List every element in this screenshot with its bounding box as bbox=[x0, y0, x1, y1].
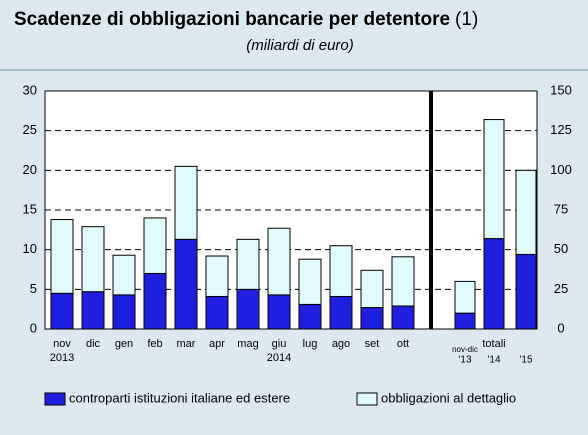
legend-swatch bbox=[44, 392, 66, 406]
title-text: Scadenze di obbligazioni bancarie per de… bbox=[14, 9, 450, 30]
bar bbox=[236, 238, 260, 290]
y-tick-label: 25 bbox=[23, 122, 37, 137]
x-tick-label: ott bbox=[397, 338, 409, 350]
x-tick-label: mag bbox=[237, 338, 258, 350]
bar bbox=[298, 258, 322, 305]
legend-swatch bbox=[356, 392, 378, 406]
x-tick-label: dic bbox=[86, 338, 101, 350]
y2-tick-label: 125 bbox=[550, 122, 572, 137]
x-tick-label: feb bbox=[147, 338, 162, 350]
x-tick-label: apr bbox=[209, 338, 225, 350]
chart-title: Scadenze di obbligazioni bancarie per de… bbox=[14, 9, 478, 30]
bar bbox=[329, 245, 353, 297]
bar bbox=[50, 219, 74, 294]
bar bbox=[360, 269, 384, 309]
first-total-label: nov-dic bbox=[452, 345, 478, 354]
bar bbox=[267, 294, 291, 330]
bar bbox=[174, 165, 198, 240]
bar bbox=[391, 305, 415, 330]
bar bbox=[143, 272, 167, 330]
y-tick-label: 30 bbox=[23, 82, 37, 97]
subtitle: (miliardi di euro) bbox=[246, 37, 354, 54]
x-tick-label: giu bbox=[272, 338, 287, 350]
year-label: 2014 bbox=[267, 352, 291, 364]
legend-label: controparti istituzioni italiane ed este… bbox=[69, 390, 290, 405]
x-tick-label: '14 bbox=[487, 355, 500, 366]
bar bbox=[329, 295, 353, 330]
y2-tick-label: 100 bbox=[550, 162, 572, 177]
bar bbox=[174, 238, 198, 330]
bar bbox=[298, 303, 322, 330]
legend-label: obbligazioni al dettaglio bbox=[381, 390, 516, 405]
y2-tick-label: 0 bbox=[557, 320, 564, 335]
bar bbox=[143, 217, 167, 274]
bar bbox=[360, 307, 384, 330]
bar bbox=[236, 288, 260, 330]
title-note: (1) bbox=[455, 9, 478, 30]
x-tick-label: '15 bbox=[519, 355, 532, 366]
year-label: 2013 bbox=[50, 352, 74, 364]
x-tick-label: gen bbox=[115, 338, 133, 350]
bar bbox=[515, 253, 537, 330]
bar bbox=[515, 169, 537, 255]
bar bbox=[112, 254, 136, 296]
bar bbox=[205, 255, 229, 297]
bar bbox=[81, 291, 105, 330]
y-tick-label: 10 bbox=[23, 241, 37, 256]
x-tick-label: mar bbox=[177, 338, 196, 350]
y-tick-label: 5 bbox=[30, 281, 37, 296]
bar bbox=[483, 238, 505, 330]
bar bbox=[454, 280, 476, 314]
bar bbox=[483, 119, 505, 240]
bar bbox=[454, 312, 476, 330]
totals-label: totali bbox=[482, 338, 505, 350]
y2-tick-label: 75 bbox=[554, 201, 568, 216]
y-tick-label: 15 bbox=[23, 201, 37, 216]
bar bbox=[50, 292, 74, 330]
bar bbox=[391, 256, 415, 307]
y2-tick-label: 50 bbox=[554, 241, 568, 256]
bar bbox=[205, 295, 229, 330]
x-tick-label: lug bbox=[303, 338, 318, 350]
y-tick-label: 0 bbox=[30, 320, 37, 335]
x-tick-label: set bbox=[365, 338, 380, 350]
y2-tick-label: 150 bbox=[550, 82, 572, 97]
bar bbox=[81, 226, 105, 293]
bar bbox=[267, 227, 291, 296]
y2-tick-label: 25 bbox=[554, 281, 568, 296]
y-tick-label: 20 bbox=[23, 162, 37, 177]
x-tick-label: ago bbox=[332, 338, 350, 350]
x-tick-label: nov bbox=[53, 338, 71, 350]
bar bbox=[112, 294, 136, 330]
x-tick-label: '13 bbox=[458, 355, 471, 366]
